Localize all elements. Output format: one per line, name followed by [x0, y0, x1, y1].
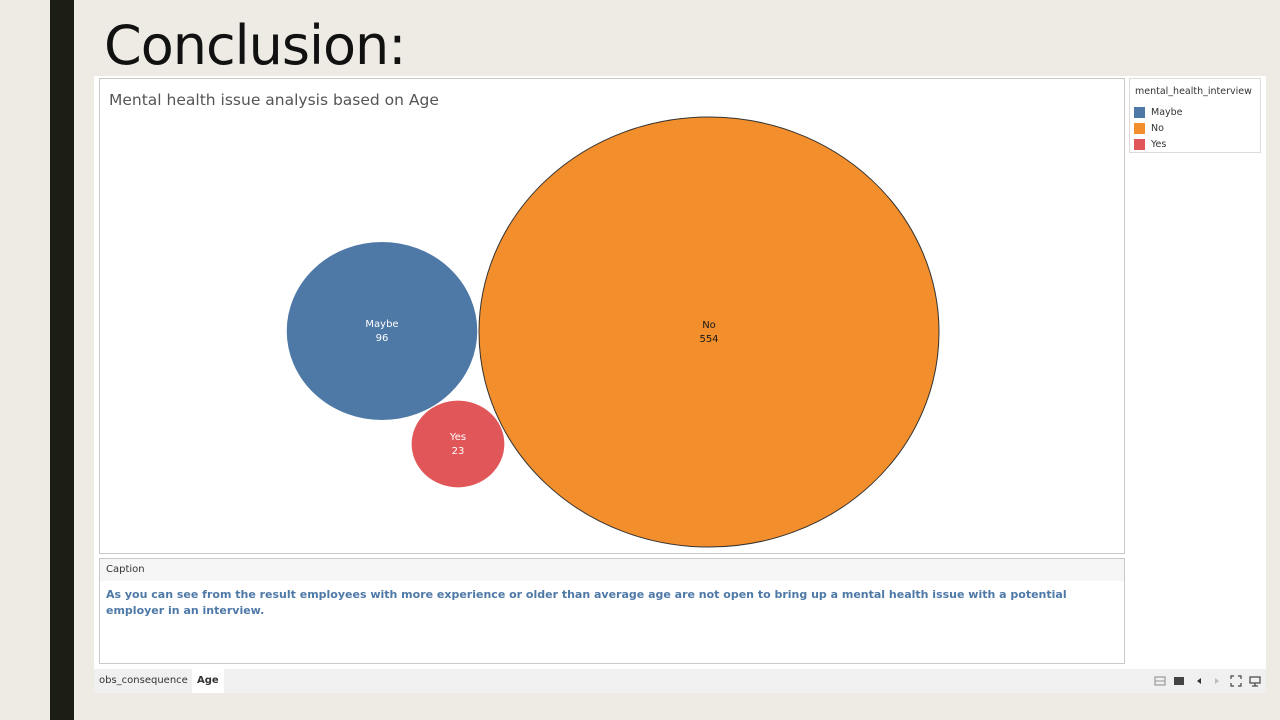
- presentation-icon[interactable]: [1249, 675, 1261, 687]
- legend-label-maybe: Maybe: [1151, 106, 1183, 118]
- legend-swatch-no: [1134, 122, 1145, 134]
- dashboard: Mental health issue analysis based on Ag…: [94, 76, 1266, 693]
- sheet-tab-bar: obs_consequence Age: [94, 669, 1266, 693]
- legend-item-maybe[interactable]: Maybe: [1134, 105, 1183, 119]
- single-view-icon[interactable]: [1173, 675, 1185, 687]
- bubble-maybe-shape[interactable]: [285, 240, 479, 422]
- legend-item-yes[interactable]: Yes: [1134, 137, 1166, 151]
- legend-title: mental_health_interview: [1135, 86, 1252, 97]
- next-icon[interactable]: [1211, 675, 1223, 687]
- legend-swatch-yes: [1134, 138, 1145, 150]
- bubble-chart: Maybe 96 Yes 23 No 554: [285, 116, 940, 548]
- bubble-no-value: 554: [699, 334, 718, 345]
- chart-title: Mental health issue analysis based on Ag…: [109, 91, 439, 109]
- chart-panel: Mental health issue analysis based on Ag…: [99, 78, 1125, 554]
- legend-label-no: No: [1151, 122, 1164, 134]
- tab-obs-consequence[interactable]: obs_consequence: [99, 675, 188, 686]
- bubble-yes-shape[interactable]: [410, 399, 506, 489]
- grid-view-icon[interactable]: [1154, 675, 1166, 687]
- bubble-yes-label: Yes: [449, 432, 466, 443]
- bubble-no[interactable]: No 554: [478, 116, 940, 548]
- previous-icon[interactable]: [1193, 675, 1205, 687]
- fullscreen-icon[interactable]: [1230, 675, 1242, 687]
- legend-swatch-maybe: [1134, 106, 1145, 118]
- bubble-yes[interactable]: Yes 23: [410, 399, 506, 489]
- bubble-maybe-label: Maybe: [365, 319, 398, 330]
- caption-text: As you can see from the result employees…: [106, 588, 1067, 617]
- slide-accent-bar: [50, 0, 74, 720]
- bubble-maybe[interactable]: Maybe 96: [285, 240, 479, 422]
- bubble-no-label: No: [702, 320, 716, 331]
- tab-age[interactable]: Age: [192, 669, 224, 693]
- bubble-no-shape[interactable]: [478, 116, 940, 548]
- legend[interactable]: mental_health_interview Maybe No Yes: [1129, 78, 1261, 153]
- caption-panel: Caption As you can see from the result e…: [99, 558, 1125, 664]
- bubble-maybe-value: 96: [376, 333, 389, 344]
- bubble-yes-value: 23: [452, 446, 465, 457]
- caption-header: Caption: [100, 559, 1124, 581]
- slide-title: Conclusion:: [104, 14, 406, 77]
- legend-item-no[interactable]: No: [1134, 121, 1164, 135]
- legend-label-yes: Yes: [1151, 138, 1167, 150]
